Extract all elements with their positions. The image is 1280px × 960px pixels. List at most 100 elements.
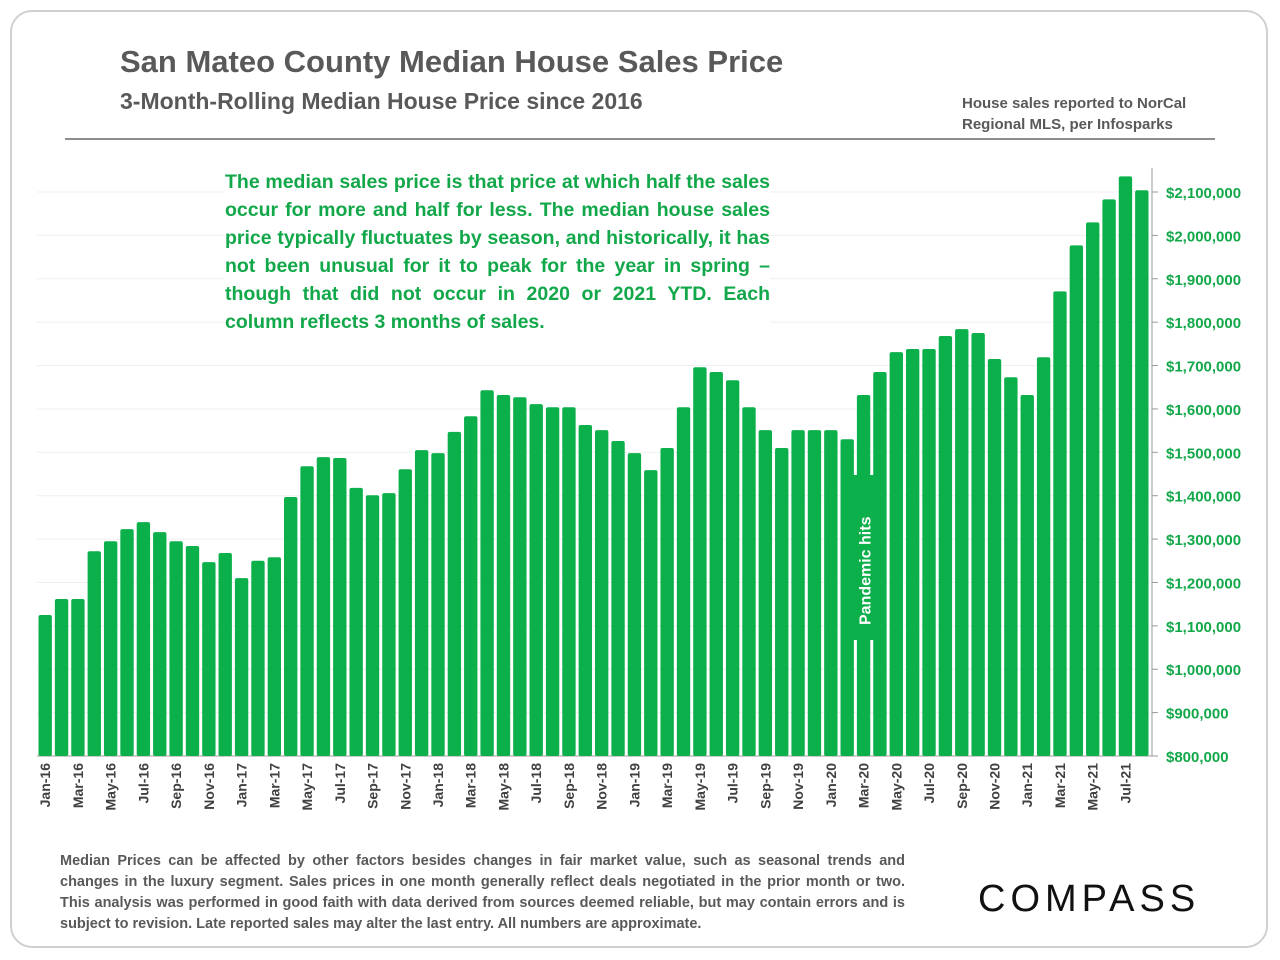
bar (725, 380, 740, 756)
y-tick-label: $1,000,000 (1166, 662, 1241, 679)
chart-subtitle: 3-Month-Rolling Median House Price since… (120, 88, 643, 114)
bar (1118, 176, 1133, 757)
x-tick-label: May-19 (692, 763, 708, 811)
x-tick-label: May-18 (495, 763, 511, 811)
x-tick-label: Sep-16 (168, 763, 184, 809)
bar (955, 329, 969, 756)
x-tick-label: May-16 (103, 763, 119, 811)
bar (169, 541, 183, 756)
x-tick-label: Nov-17 (397, 763, 413, 810)
x-tick-label: Mar-19 (659, 763, 675, 808)
x-tick-label: Sep-20 (954, 763, 970, 809)
bar (398, 469, 412, 756)
x-tick-label: May-21 (1085, 763, 1101, 811)
x-tick-label: Jul-17 (332, 763, 348, 804)
y-tick-label: $900,000 (1166, 706, 1229, 723)
x-tick-label: Jan-17 (234, 763, 250, 808)
x-tick-label: Mar-16 (70, 763, 86, 808)
bar (103, 541, 118, 756)
y-tick-label: $2,100,000 (1166, 185, 1241, 202)
bar (382, 493, 396, 756)
bar (529, 404, 543, 756)
event-label-box (846, 475, 883, 640)
bar (267, 557, 282, 756)
chart-title: San Mateo County Median House Sales Pric… (120, 44, 784, 79)
x-tick-label: Sep-19 (757, 763, 773, 809)
footnote: Median Prices can be affected by other f… (60, 853, 905, 932)
bar (87, 551, 101, 756)
bar (758, 430, 773, 756)
bar (1102, 199, 1116, 757)
x-tick-label: Jul-21 (1117, 763, 1133, 804)
compass-logo: COMPASS (978, 878, 1201, 920)
bar (496, 395, 511, 756)
bar (1020, 395, 1034, 756)
x-tick-label: May-17 (299, 763, 315, 811)
bar (709, 372, 723, 756)
bar (202, 562, 216, 756)
y-tick-label: $1,400,000 (1166, 489, 1241, 506)
bar (660, 447, 674, 756)
bar (284, 496, 298, 756)
bar (1086, 222, 1100, 756)
bar (316, 457, 331, 756)
event-label: Pandemic hits (858, 516, 875, 625)
bar (464, 416, 478, 756)
x-tick-label: Jan-16 (37, 763, 53, 808)
bar (889, 352, 903, 756)
bar (480, 390, 494, 756)
bar (562, 407, 576, 756)
x-tick-label: Jan-20 (823, 763, 839, 808)
bar (431, 453, 445, 756)
bar (218, 552, 232, 756)
bar (300, 466, 314, 756)
x-tick-label: Mar-18 (463, 763, 479, 808)
x-tick-label: Jul-16 (135, 763, 151, 804)
x-tick-label: Nov-18 (594, 763, 610, 810)
bar (513, 397, 527, 756)
bar (905, 349, 920, 756)
bar (578, 424, 592, 756)
x-tick-label: Nov-20 (987, 763, 1003, 810)
bar (1036, 357, 1051, 756)
bar (54, 598, 69, 756)
y-tick-label: $1,200,000 (1166, 575, 1241, 592)
y-tick-label: $800,000 (1166, 749, 1229, 766)
bar (824, 430, 838, 756)
bar (1004, 377, 1018, 756)
card-border (10, 10, 1268, 948)
bar (153, 532, 167, 756)
bar (333, 457, 347, 756)
bar (545, 407, 560, 756)
bar-chart: $800,000 $900,000 $1,000,000 $1,100,000 $1,2… (37, 168, 1241, 811)
x-tick-label: Jan-21 (1019, 763, 1035, 808)
x-tick-label: Jul-20 (921, 763, 937, 804)
bar (938, 336, 953, 756)
y-tick-label: $1,300,000 (1166, 532, 1241, 549)
bar (447, 431, 462, 756)
bar (595, 430, 609, 756)
x-tick-label: Mar-20 (856, 763, 872, 808)
divider (65, 138, 1215, 140)
bar (791, 430, 805, 756)
x-tick-label: Jan-18 (430, 763, 446, 808)
bar (627, 453, 642, 756)
y-tick-label: $2,000,000 (1166, 228, 1241, 245)
y-tick-label: $1,500,000 (1166, 445, 1241, 462)
x-tick-label: Sep-17 (365, 763, 381, 809)
bar (807, 430, 822, 756)
x-tick-label: Nov-19 (790, 763, 806, 810)
y-tick-label: $1,600,000 (1166, 402, 1241, 419)
bar (971, 333, 985, 756)
bar (611, 441, 625, 756)
y-tick-label: $1,100,000 (1166, 619, 1241, 636)
y-tick-label: $1,900,000 (1166, 272, 1241, 289)
bar (693, 367, 707, 756)
bar (1135, 190, 1149, 756)
bar (38, 615, 52, 756)
bar (365, 495, 380, 756)
bar (742, 407, 756, 756)
source-note: House sales reported to NorCal Regional … (962, 95, 1187, 133)
y-tick-label: $1,700,000 (1166, 359, 1241, 376)
